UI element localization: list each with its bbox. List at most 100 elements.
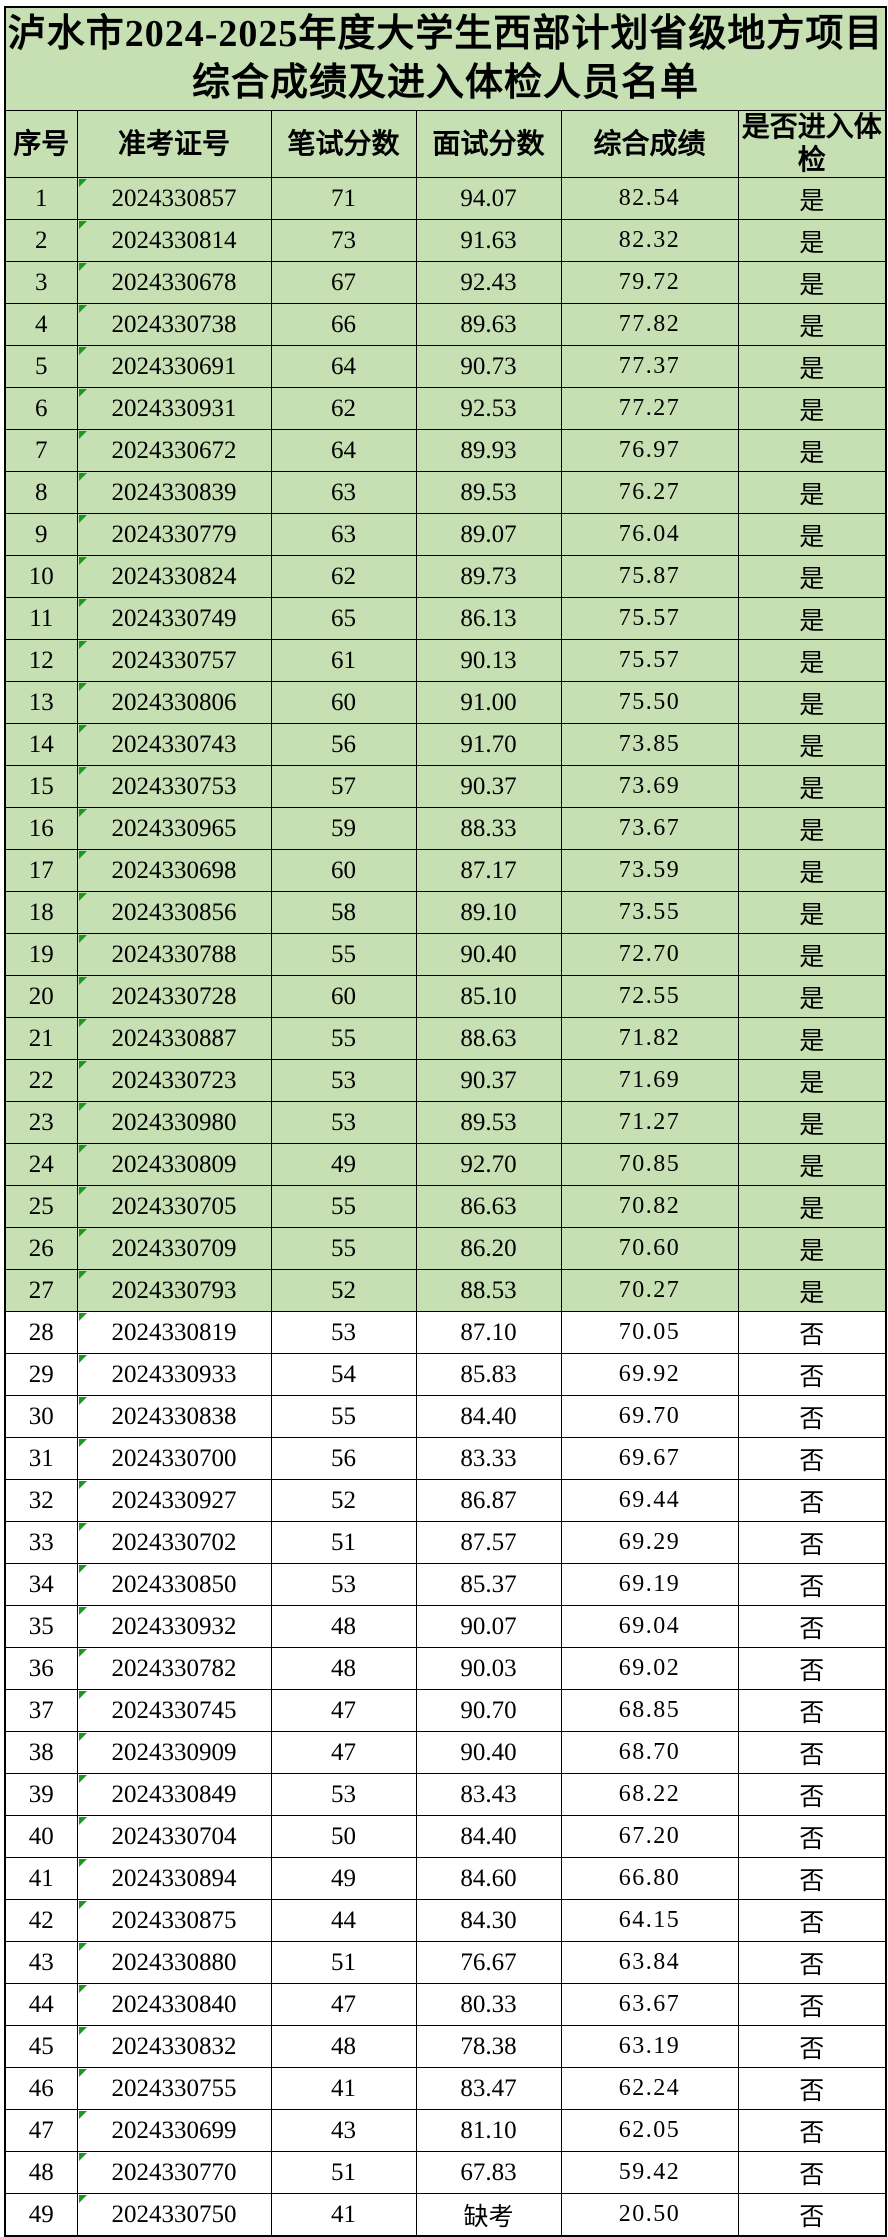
cell-medical-check: 否 [737,1605,887,1649]
cell-written-score: 41 [270,2067,417,2111]
cell-seq: 48 [4,2151,78,2195]
cell-written-score: 53 [270,1101,417,1145]
page-title-line-1: 泸水市2024-2025年度大学生西部计划省级地方项目 [7,12,884,55]
cell-medical-check: 否 [737,1353,887,1397]
cell-seq: 43 [4,1941,78,1985]
cell-written-score: 48 [270,1647,417,1691]
text-format-flag-triangle-icon [78,389,87,398]
cell-interview-score: 90.37 [415,765,562,809]
table-row: 11 2024330749 65 86.13 75.57 是 [4,597,887,641]
cell-seq: 41 [4,1857,78,1901]
text-format-flag-triangle-icon [78,305,87,314]
cell-medical-check: 否 [737,2151,887,2195]
table-row: 30 2024330838 55 84.40 69.70 否 [4,1395,887,1439]
col-header-medical-check: 是否进入体检 [737,109,887,179]
cell-written-score: 55 [270,1017,417,1061]
column-header-row: 序号 准考证号 笔试分数 面试分数 综合成绩 是否进入体检 [4,109,887,179]
cell-medical-check: 是 [737,471,887,515]
cell-seq: 34 [4,1563,78,1607]
cell-medical-check: 是 [737,765,887,809]
cell-seq: 12 [4,639,78,683]
table-row: 18 2024330856 58 89.10 73.55 是 [4,891,887,935]
cell-written-score: 65 [270,597,417,641]
cell-interview-score: 81.10 [415,2109,562,2153]
cell-exam-id: 2024330753 [76,765,272,809]
text-format-flag-triangle-icon [78,1355,87,1364]
text-format-flag-triangle-icon [78,1187,87,1196]
table-row: 20 2024330728 60 85.10 72.55 是 [4,975,887,1019]
cell-comprehensive-score: 72.70 [560,933,739,977]
cell-written-score: 61 [270,639,417,683]
cell-comprehensive-score: 69.04 [560,1605,739,1649]
table-row: 44 2024330840 47 80.33 63.67 否 [4,1983,887,2027]
cell-medical-check: 是 [737,891,887,935]
cell-interview-score: 83.43 [415,1773,562,1817]
cell-interview-score: 85.37 [415,1563,562,1607]
cell-exam-id: 2024330709 [76,1227,272,1271]
text-format-flag-triangle-icon [78,809,87,818]
cell-medical-check: 是 [737,1227,887,1271]
cell-interview-score: 90.03 [415,1647,562,1691]
text-format-flag-triangle-icon [78,347,87,356]
cell-medical-check: 否 [737,2109,887,2153]
cell-comprehensive-score: 69.92 [560,1353,739,1397]
cell-medical-check: 否 [737,1563,887,1607]
cell-written-score: 56 [270,1437,417,1481]
cell-written-score: 67 [270,261,417,305]
cell-written-score: 53 [270,1311,417,1355]
cell-comprehensive-score: 70.82 [560,1185,739,1229]
cell-exam-id: 2024330832 [76,2025,272,2069]
cell-seq: 24 [4,1143,78,1187]
cell-exam-id: 2024330931 [76,387,272,431]
cell-seq: 29 [4,1353,78,1397]
cell-written-score: 55 [270,1185,417,1229]
cell-seq: 36 [4,1647,78,1691]
text-format-flag-triangle-icon [78,2153,87,2162]
cell-interview-score: 89.10 [415,891,562,935]
cell-exam-id: 2024330745 [76,1689,272,1733]
cell-exam-id: 2024330750 [76,2193,272,2237]
table-row: 3 2024330678 67 92.43 79.72 是 [4,261,887,305]
cell-exam-id: 2024330849 [76,1773,272,1817]
table-row: 19 2024330788 55 90.40 72.70 是 [4,933,887,977]
table-row: 39 2024330849 53 83.43 68.22 否 [4,1773,887,1817]
cell-written-score: 55 [270,1227,417,1271]
cell-exam-id: 2024330743 [76,723,272,767]
col-header-seq: 序号 [4,109,78,179]
cell-comprehensive-score: 69.44 [560,1479,739,1523]
cell-exam-id: 2024330738 [76,303,272,347]
table-row: 45 2024330832 48 78.38 63.19 否 [4,2025,887,2069]
cell-written-score: 64 [270,345,417,389]
table-row: 27 2024330793 52 88.53 70.27 是 [4,1269,887,1313]
cell-written-score: 62 [270,555,417,599]
cell-seq: 3 [4,261,78,305]
cell-written-score: 49 [270,1857,417,1901]
cell-exam-id: 2024330691 [76,345,272,389]
score-table: 泸水市2024-2025年度大学生西部计划省级地方项目 综合成绩及进入体检人员名… [4,6,888,2237]
cell-comprehensive-score: 69.67 [560,1437,739,1481]
cell-seq: 8 [4,471,78,515]
cell-exam-id: 2024330705 [76,1185,272,1229]
cell-interview-score: 84.40 [415,1815,562,1859]
cell-interview-score: 87.17 [415,849,562,893]
text-format-flag-triangle-icon [78,1859,87,1868]
cell-exam-id: 2024330755 [76,2067,272,2111]
cell-written-score: 71 [270,177,417,221]
cell-medical-check: 是 [737,849,887,893]
cell-exam-id: 2024330749 [76,597,272,641]
cell-interview-score: 89.63 [415,303,562,347]
cell-comprehensive-score: 73.85 [560,723,739,767]
cell-comprehensive-score: 63.84 [560,1941,739,1985]
cell-seq: 14 [4,723,78,767]
table-row: 10 2024330824 62 89.73 75.87 是 [4,555,887,599]
cell-comprehensive-score: 77.37 [560,345,739,389]
cell-medical-check: 是 [737,975,887,1019]
text-format-flag-triangle-icon [78,977,87,986]
cell-medical-check: 否 [737,1941,887,1985]
text-format-flag-triangle-icon [78,1397,87,1406]
cell-medical-check: 否 [737,1479,887,1523]
cell-exam-id: 2024330850 [76,1563,272,1607]
cell-comprehensive-score: 76.97 [560,429,739,473]
cell-written-score: 66 [270,303,417,347]
title-row: 泸水市2024-2025年度大学生西部计划省级地方项目 综合成绩及进入体检人员名… [4,6,887,111]
